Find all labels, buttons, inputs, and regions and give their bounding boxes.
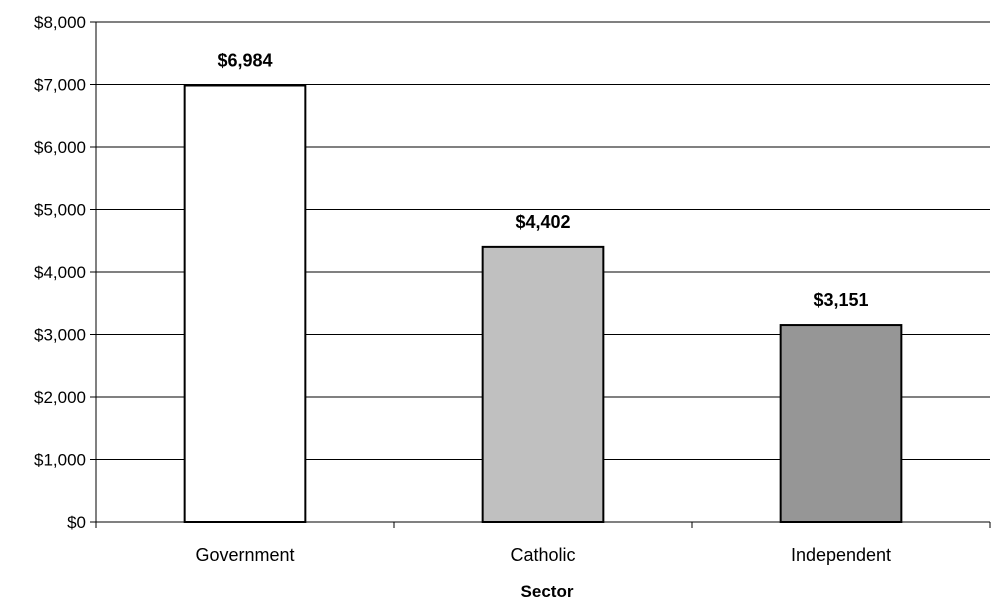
data-label: $6,984 — [217, 51, 272, 71]
y-tick-label: $6,000 — [34, 138, 86, 157]
y-tick-label: $0 — [67, 513, 86, 532]
y-tick-label: $7,000 — [34, 76, 86, 95]
bar-government — [183, 84, 307, 523]
bar-catholic — [481, 245, 605, 523]
y-tick-label: $3,000 — [34, 326, 86, 345]
x-axis-title: Sector — [521, 582, 574, 601]
bar-independent — [779, 324, 903, 523]
y-tick-label: $5,000 — [34, 201, 86, 220]
data-label: $4,402 — [515, 212, 570, 232]
bars — [183, 84, 903, 523]
y-tick-label: $4,000 — [34, 263, 86, 282]
labels: $0 $1,000 $2,000 $3,000 $4,000 $5,000 $6,000 $7… — [34, 13, 891, 565]
y-tick-label: $1,000 — [34, 451, 86, 470]
y-tick-label: $8,000 — [34, 13, 86, 32]
x-category-label: Catholic — [510, 545, 575, 565]
x-category-label: Independent — [791, 545, 891, 565]
y-tick-label: $2,000 — [34, 388, 86, 407]
x-category-label: Government — [195, 545, 294, 565]
data-label: $3,151 — [813, 290, 868, 310]
axes — [90, 21, 991, 528]
